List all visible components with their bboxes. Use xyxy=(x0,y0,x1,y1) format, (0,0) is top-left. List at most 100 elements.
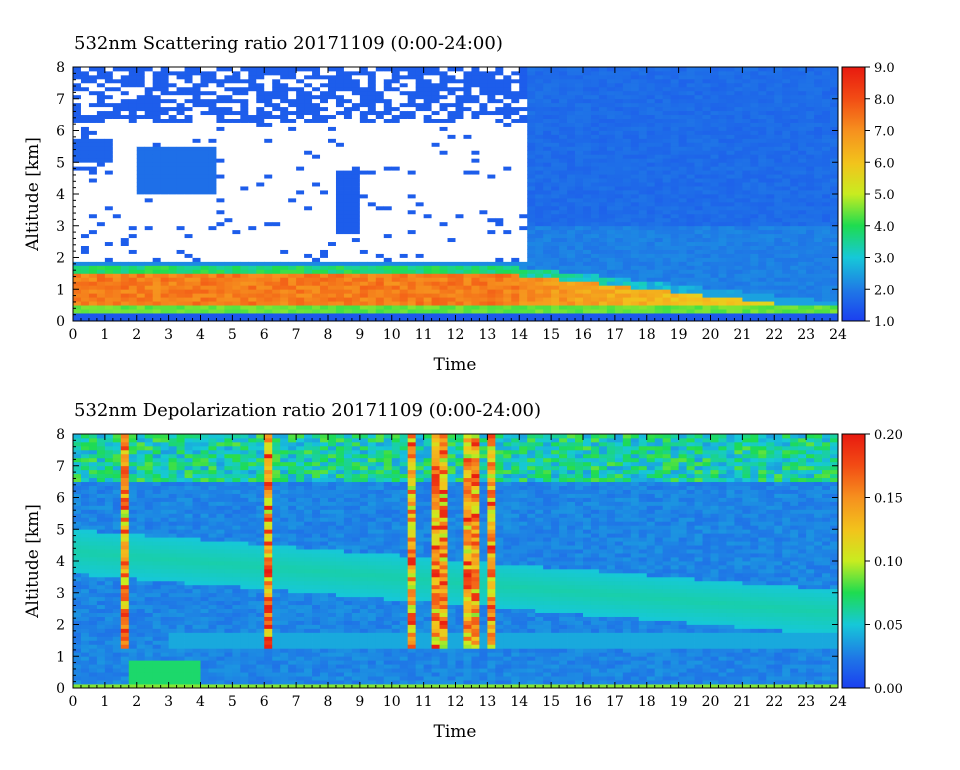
scattering-ratio-cell xyxy=(248,305,257,310)
scattering-ratio-cell xyxy=(686,74,695,80)
scattering-ratio-cell xyxy=(248,233,257,239)
scattering-ratio-cell xyxy=(646,130,656,135)
scattering-ratio-cell xyxy=(606,221,616,227)
scattering-ratio-cell xyxy=(144,162,154,167)
scattering-ratio-cell xyxy=(168,142,177,147)
scattering-ratio-cell xyxy=(120,174,130,179)
scattering-ratio-cell xyxy=(128,138,138,143)
scattering-ratio-cell xyxy=(184,213,193,219)
scattering-ratio-cell xyxy=(367,205,377,211)
scattering-ratio-cell xyxy=(423,309,432,314)
scattering-ratio-cell xyxy=(240,293,249,298)
scattering-ratio-cell xyxy=(184,78,193,84)
scattering-ratio-cell xyxy=(304,146,313,151)
scattering-ratio-cell xyxy=(375,114,385,119)
scattering-ratio-cell xyxy=(638,178,648,183)
scattering-ratio-cell xyxy=(503,317,512,322)
scattering-ratio-cell xyxy=(288,205,297,211)
scattering-ratio-cell xyxy=(511,273,520,278)
scattering-ratio-cell xyxy=(463,110,472,116)
scattering-ratio-cell xyxy=(598,190,608,195)
scattering-ratio-cell xyxy=(415,301,425,306)
scattering-ratio-cell xyxy=(590,213,600,219)
scattering-ratio-cell xyxy=(375,90,385,96)
scattering-ratio-cell xyxy=(88,90,98,96)
scattering-ratio-cell xyxy=(256,201,265,207)
scattering-ratio-cell xyxy=(224,158,233,163)
scattering-ratio-cell xyxy=(662,190,672,195)
scattering-ratio-cell xyxy=(543,190,552,195)
scattering-ratio-cell xyxy=(200,94,209,100)
scattering-ratio-cell xyxy=(280,269,289,274)
scattering-ratio-cell xyxy=(232,126,241,131)
scattering-ratio-cell xyxy=(320,253,329,258)
scattering-ratio-cell xyxy=(614,297,624,302)
scattering-ratio-cell xyxy=(551,253,560,258)
scattering-ratio-cell xyxy=(455,269,464,274)
scattering-ratio-cell xyxy=(622,221,632,227)
scattering-ratio-cell xyxy=(96,110,106,116)
scattering-ratio-cell xyxy=(567,70,576,76)
scattering-ratio-cell xyxy=(304,182,313,187)
scattering-ratio-cell xyxy=(104,209,114,215)
scattering-ratio-cell xyxy=(80,209,90,215)
scattering-ratio-cell xyxy=(630,225,640,231)
scattering-ratio-cell xyxy=(535,126,544,131)
scattering-ratio-cell xyxy=(407,118,417,123)
scattering-ratio-cell xyxy=(192,98,201,104)
scattering-ratio-cell xyxy=(367,138,377,143)
scattering-ratio-cell xyxy=(80,297,90,302)
scattering-ratio-cell xyxy=(120,197,130,203)
scattering-ratio-cell xyxy=(535,134,544,139)
scattering-ratio-cell xyxy=(678,86,687,92)
scattering-ratio-cell xyxy=(248,285,257,290)
scattering-ratio-cell xyxy=(590,166,600,171)
scattering-ratio-cell xyxy=(670,281,680,286)
scattering-ratio-cell xyxy=(335,174,345,179)
scattering-ratio-cell xyxy=(296,229,305,235)
scattering-ratio-cell xyxy=(367,106,377,112)
scattering-ratio-cell xyxy=(551,138,560,143)
scattering-ratio-cell xyxy=(479,150,488,155)
scattering-ratio-cell xyxy=(431,150,440,155)
scattering-ratio-cell xyxy=(575,253,584,258)
scattering-ratio-cell xyxy=(383,297,393,302)
scattering-ratio-cell xyxy=(296,150,305,155)
scattering-ratio-cell xyxy=(216,297,225,302)
scattering-ratio-cell xyxy=(288,257,297,262)
scattering-ratio-cell xyxy=(439,154,448,159)
scattering-ratio-cell xyxy=(439,317,448,322)
scattering-ratio-cell xyxy=(590,233,600,239)
scattering-ratio-cell xyxy=(479,194,488,199)
scattering-ratio-cell xyxy=(415,146,425,151)
scattering-ratio-cell xyxy=(160,313,170,318)
scattering-ratio-cell xyxy=(73,138,82,143)
scattering-ratio-cell xyxy=(535,150,544,155)
scattering-ratio-cell xyxy=(686,82,695,88)
scattering-ratio-cell xyxy=(272,245,281,250)
scattering-ratio-cell xyxy=(487,237,496,243)
scattering-ratio-cell xyxy=(240,249,249,254)
scattering-ratio-cell xyxy=(567,138,576,143)
scattering-ratio-cell xyxy=(487,285,496,290)
scattering-ratio-cell xyxy=(280,221,289,227)
scattering-ratio-cell xyxy=(120,265,130,270)
scattering-ratio-cell xyxy=(184,237,193,243)
scattering-ratio-cell xyxy=(104,213,114,219)
scattering-ratio-cell xyxy=(224,186,233,191)
scattering-ratio-cell xyxy=(678,142,687,147)
scattering-ratio-cell xyxy=(391,273,401,278)
scattering-ratio-cell xyxy=(264,190,273,195)
scattering-ratio-cell xyxy=(519,225,528,231)
scattering-ratio-cell xyxy=(559,217,568,223)
scattering-ratio-cell xyxy=(598,285,608,290)
scattering-ratio-cell xyxy=(200,174,209,179)
scattering-ratio-cell xyxy=(678,102,687,108)
scattering-ratio-cell xyxy=(590,249,600,254)
scattering-ratio-cell xyxy=(487,241,496,246)
scattering-ratio-cell xyxy=(320,86,329,92)
scattering-ratio-cell xyxy=(487,313,496,318)
scattering-ratio-cell xyxy=(662,265,672,270)
scattering-ratio-cell xyxy=(328,166,337,171)
scattering-ratio-cell xyxy=(654,90,664,96)
